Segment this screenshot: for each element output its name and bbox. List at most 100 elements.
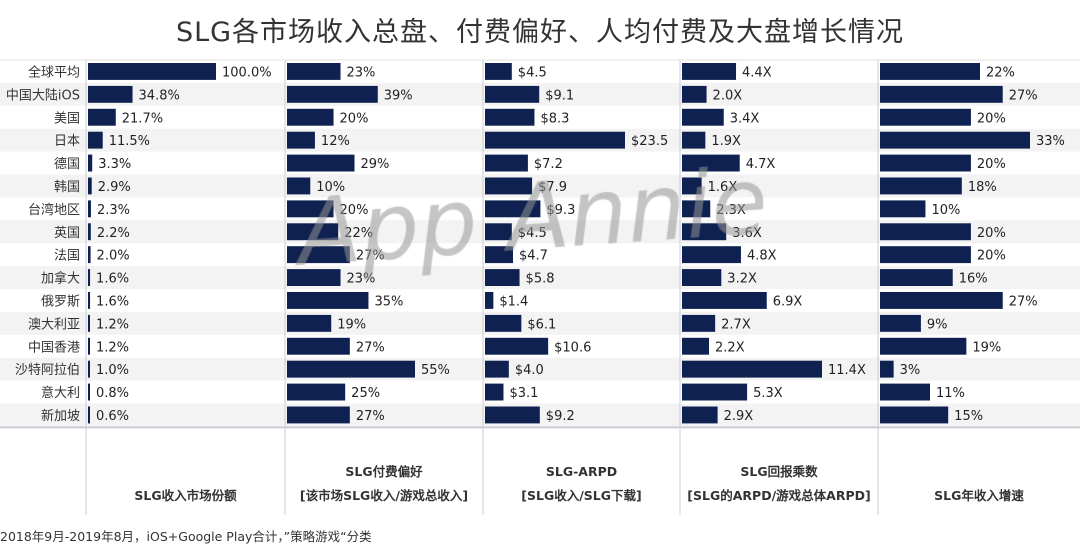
- footer-note: 2018年9月-2019年8月，iOS+Google Play合计，”策略游戏“…: [0, 529, 372, 544]
- bar: [287, 337, 350, 355]
- data-label: 27%: [356, 249, 385, 264]
- panel-axis-label: SLG年收入增速: [934, 488, 1024, 503]
- data-label: 27%: [356, 409, 385, 424]
- bar: [287, 177, 311, 195]
- data-label: 2.7X: [721, 317, 751, 332]
- bar: [88, 406, 90, 424]
- bar: [880, 406, 949, 424]
- category-label: 日本: [54, 134, 80, 149]
- bar: [485, 360, 509, 378]
- data-label: 1.6X: [708, 180, 738, 195]
- bar: [880, 131, 1030, 149]
- bar: [88, 177, 92, 195]
- category-label: 意大利: [41, 385, 80, 401]
- data-label: 18%: [968, 180, 997, 195]
- bar: [88, 108, 116, 126]
- bar: [880, 337, 967, 355]
- data-label: $9.2: [546, 409, 575, 424]
- data-label: 100.0%: [222, 65, 272, 80]
- bar: [682, 177, 702, 195]
- data-label: 2.2X: [715, 340, 745, 355]
- data-label: 21.7%: [122, 111, 163, 126]
- data-label: 19%: [972, 340, 1001, 355]
- bar: [682, 292, 767, 309]
- category-label: 沙特阿拉伯: [15, 363, 80, 378]
- bar: [880, 223, 971, 241]
- data-label: 4.7X: [746, 157, 776, 172]
- bar: [682, 383, 748, 401]
- data-label: 3.4X: [730, 111, 760, 126]
- bar: [485, 314, 522, 332]
- bar: [682, 406, 718, 424]
- data-label: 1.9X: [711, 134, 741, 149]
- data-label: 2.3%: [97, 203, 130, 218]
- category-label: 新加坡: [41, 408, 80, 424]
- bar: [88, 131, 103, 149]
- data-label: 2.3X: [716, 203, 746, 218]
- bar: [880, 154, 971, 172]
- data-label: $6.1: [527, 317, 556, 332]
- category-label: 中国大陆iOS: [6, 87, 80, 103]
- data-label: $9.3: [546, 203, 575, 218]
- bar: [485, 177, 533, 195]
- bar: [880, 108, 971, 126]
- data-label: 27%: [1009, 88, 1038, 103]
- data-label: 15%: [954, 409, 983, 424]
- bar: [880, 292, 1003, 309]
- bar: [287, 108, 334, 126]
- data-label: 22%: [986, 65, 1015, 80]
- category-label: 英国: [54, 226, 80, 241]
- bar: [287, 314, 332, 332]
- data-label: $8.3: [540, 111, 569, 126]
- panel-axis-label: SLG付费偏好: [345, 464, 423, 479]
- data-label: 3.6X: [732, 226, 762, 241]
- bar: [287, 223, 339, 241]
- data-label: 2.9X: [724, 409, 754, 424]
- data-label: 2.0%: [97, 249, 130, 264]
- data-label: 10%: [316, 180, 345, 195]
- bar: [880, 63, 980, 80]
- bar: [88, 85, 133, 103]
- data-label: $10.6: [554, 340, 591, 355]
- bar: [682, 360, 822, 378]
- bar: [485, 131, 625, 149]
- category-label: 德国: [54, 157, 80, 172]
- panel-axis-label: [SLG的ARPD/游戏总体ARPD]: [687, 488, 870, 503]
- data-label: 35%: [374, 294, 403, 309]
- bar: [88, 223, 91, 241]
- data-label: 1.0%: [96, 363, 129, 378]
- data-label: 6.9X: [773, 294, 803, 309]
- data-label: 39%: [384, 88, 413, 103]
- bar: [880, 246, 971, 264]
- panel-axis-label: SLG-ARPD: [546, 464, 617, 479]
- data-label: 27%: [1009, 294, 1038, 309]
- bar: [287, 360, 415, 378]
- data-label: $9.1: [545, 88, 574, 103]
- category-label: 中国香港: [28, 340, 80, 355]
- data-label: 20%: [977, 226, 1006, 241]
- data-label: 20%: [977, 157, 1006, 172]
- bar: [287, 246, 350, 264]
- data-label: $7.2: [534, 157, 563, 172]
- category-label: 澳大利亚: [28, 316, 80, 332]
- bar: [485, 406, 540, 424]
- bar: [88, 314, 90, 332]
- bar: [287, 131, 315, 149]
- data-label: 34.8%: [139, 88, 180, 103]
- data-label: 20%: [977, 111, 1006, 126]
- data-label: 4.8X: [747, 249, 777, 264]
- bar: [88, 360, 90, 378]
- data-label: 0.6%: [96, 409, 129, 424]
- data-label: $7.9: [538, 180, 567, 195]
- bar: [682, 269, 722, 286]
- bar: [682, 200, 711, 218]
- bar: [88, 269, 91, 286]
- bar: [485, 154, 528, 172]
- bar: [287, 406, 350, 424]
- data-label: 1.6%: [96, 272, 129, 287]
- bar: [88, 154, 93, 172]
- category-label: 俄罗斯: [41, 294, 80, 309]
- category-label: 法国: [54, 249, 80, 264]
- data-label: 20%: [977, 249, 1006, 264]
